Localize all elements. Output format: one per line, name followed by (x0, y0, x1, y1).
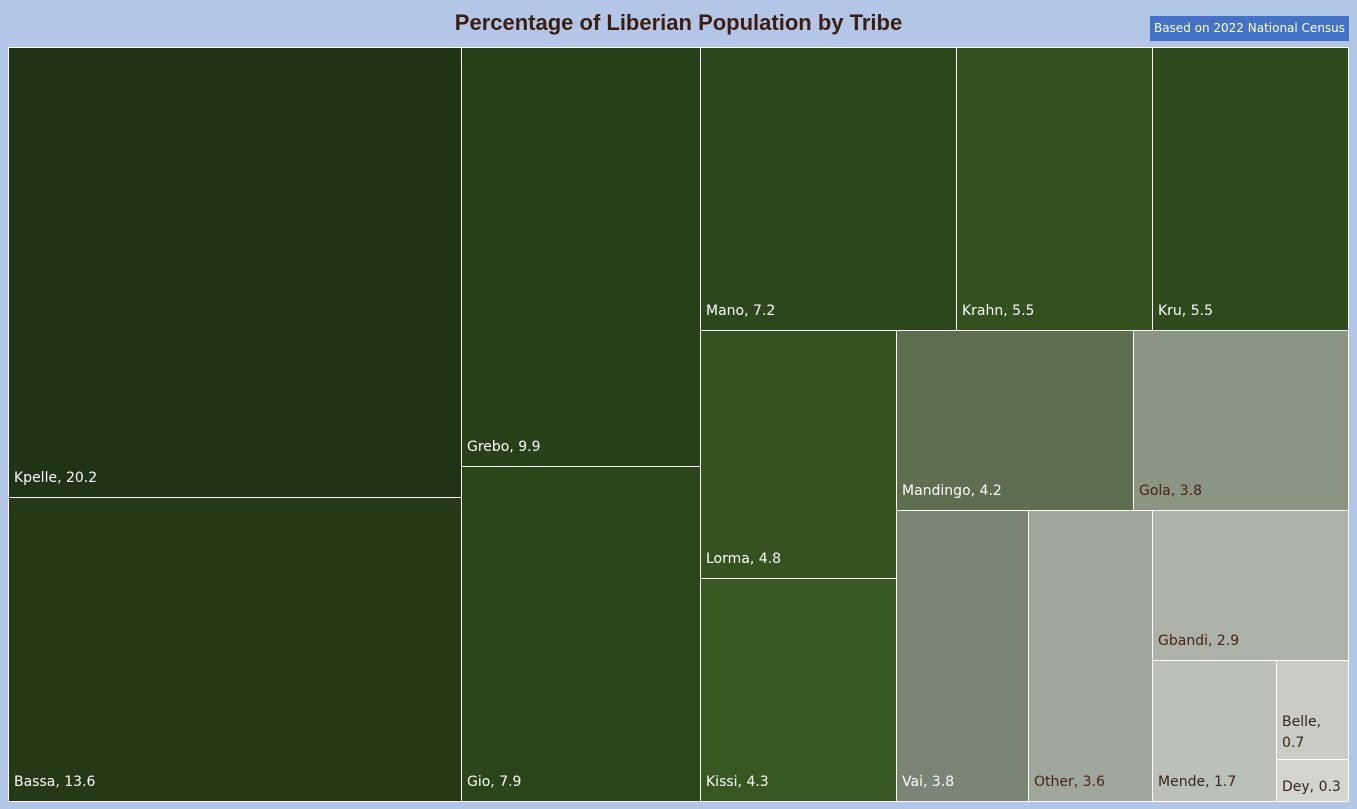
tile-mano: Mano, 7.2 (700, 47, 957, 331)
tile-label: Belle, 0.7 (1282, 714, 1322, 751)
chart-title: Percentage of Liberian Population by Tri… (454, 10, 903, 35)
tile-vai: Vai, 3.8 (896, 510, 1029, 802)
tile-label: Kru, 5.5 (1158, 303, 1213, 319)
tile-kru: Kru, 5.5 (1152, 47, 1349, 331)
tile-label: Gola, 3.8 (1139, 483, 1203, 499)
tile-other: Other, 3.6 (1028, 510, 1153, 802)
tile-label: Gbandi, 2.9 (1158, 633, 1240, 649)
tile-grebo: Grebo, 9.9 (461, 47, 701, 467)
tile-mandingo: Mandingo, 4.2 (896, 330, 1134, 511)
tile-bassa: Bassa, 13.6 (8, 497, 462, 802)
tile-mende: Mende, 1.7 (1152, 660, 1277, 802)
tile-lorma: Lorma, 4.8 (700, 330, 897, 579)
tile-label: Gio, 7.9 (467, 774, 522, 790)
tile-label: Other, 3.6 (1034, 774, 1105, 790)
tile-gbandi: Gbandi, 2.9 (1152, 510, 1349, 661)
tile-label: Kissi, 4.3 (706, 774, 769, 790)
tile-gio: Gio, 7.9 (461, 466, 701, 802)
tile-gola: Gola, 3.8 (1133, 330, 1349, 511)
tile-label: Mano, 7.2 (706, 303, 776, 319)
tile-label: Lorma, 4.8 (706, 551, 782, 567)
tile-label: Mende, 1.7 (1158, 774, 1237, 790)
tile-label: Bassa, 13.6 (14, 774, 96, 790)
census-note-badge: Based on 2022 National Census (1150, 16, 1349, 41)
tile-label: Vai, 3.8 (902, 774, 955, 790)
tile-kpelle: Kpelle, 20.2 (8, 47, 462, 498)
tile-label: Kpelle, 20.2 (14, 470, 98, 486)
tile-label: Krahn, 5.5 (962, 303, 1035, 319)
tile-krahn: Krahn, 5.5 (956, 47, 1153, 331)
tile-label: Grebo, 9.9 (467, 439, 541, 455)
tile-label: Dey, 0.3 (1282, 779, 1341, 795)
tile-kissi: Kissi, 4.3 (700, 578, 897, 802)
tile-belle: Belle, 0.7 (1276, 660, 1349, 760)
tile-label: Mandingo, 4.2 (902, 483, 1002, 499)
tile-dey: Dey, 0.3 (1276, 759, 1349, 802)
